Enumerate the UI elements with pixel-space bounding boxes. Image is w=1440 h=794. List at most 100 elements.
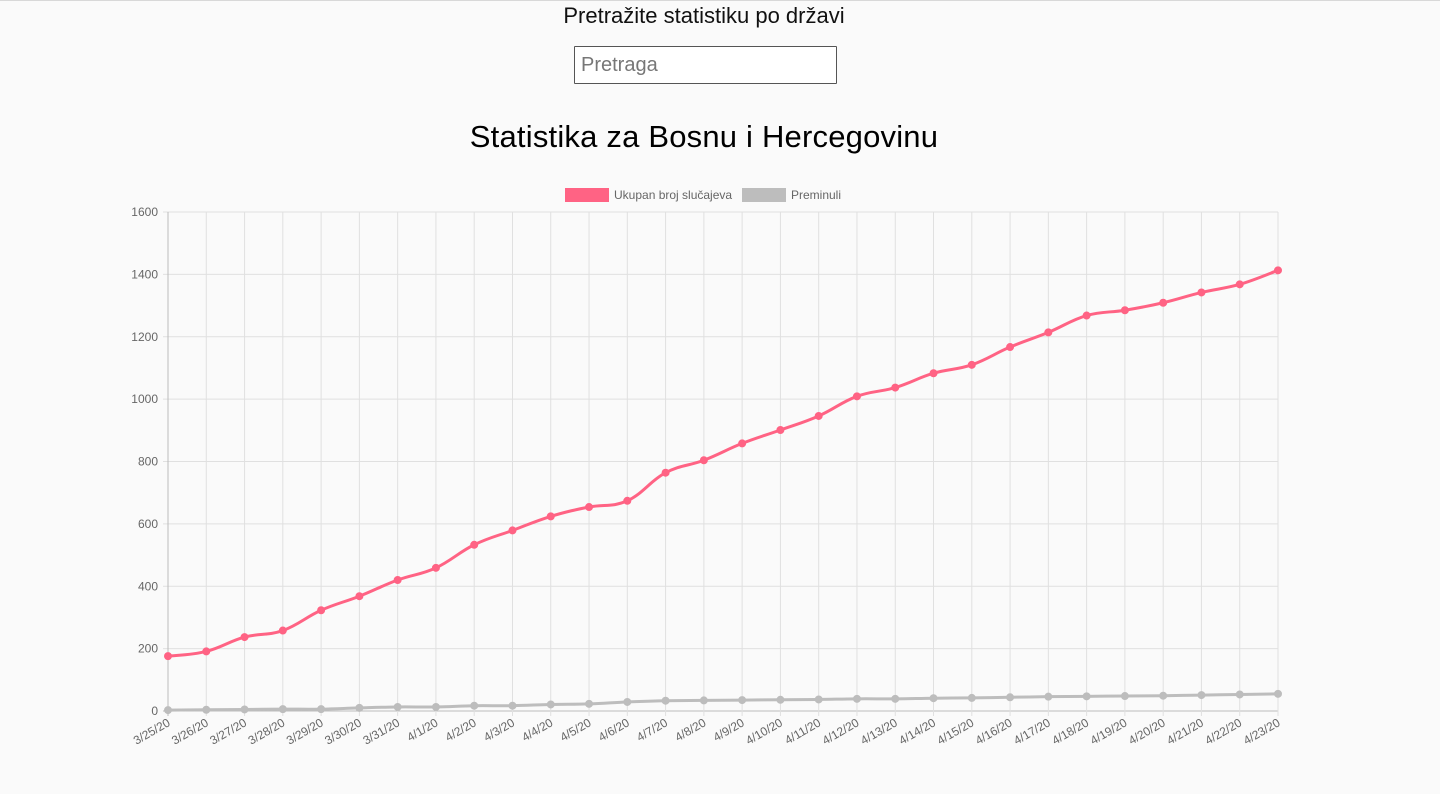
data-point (852, 392, 861, 401)
legend-label: Ukupan broj slučajeva (614, 188, 732, 202)
x-tick-label: 3/29/20 (284, 715, 326, 747)
x-tick-label: 4/4/20 (519, 715, 555, 744)
x-tick-label: 4/3/20 (481, 715, 517, 744)
data-point (1006, 693, 1015, 702)
data-point (546, 700, 555, 709)
x-tick-label: 4/23/20 (1241, 715, 1283, 747)
y-tick-label: 0 (151, 704, 158, 718)
x-tick-label: 4/19/20 (1088, 715, 1130, 747)
data-point (1274, 266, 1282, 275)
data-point (164, 706, 172, 715)
search-input[interactable] (574, 46, 837, 84)
data-point (1006, 343, 1015, 352)
x-tick-label: 4/12/20 (820, 715, 862, 747)
y-tick-label: 1400 (131, 267, 158, 281)
data-point (393, 702, 402, 711)
data-point (1044, 692, 1053, 701)
data-point (278, 626, 287, 635)
data-point (814, 695, 823, 704)
x-tick-label: 3/28/20 (246, 715, 288, 747)
y-tick-label: 400 (138, 579, 158, 593)
data-point (852, 694, 861, 703)
x-tick-label: 4/11/20 (782, 715, 823, 747)
data-point (240, 633, 249, 642)
data-point (1235, 280, 1244, 289)
data-point (470, 540, 479, 549)
x-tick-label: 3/27/20 (207, 715, 249, 747)
data-point (1274, 689, 1282, 698)
x-tick-label: 4/22/20 (1203, 715, 1245, 747)
series-line (167, 268, 1279, 658)
y-tick-label: 600 (138, 517, 158, 531)
data-point (508, 701, 517, 710)
y-tick-label: 800 (138, 455, 158, 469)
data-point (1197, 288, 1206, 297)
data-point (470, 701, 479, 710)
series-line (167, 692, 1279, 712)
data-point (278, 705, 287, 714)
data-point (508, 526, 517, 535)
data-point (240, 705, 249, 714)
data-point (699, 456, 708, 465)
x-tick-label: 4/15/20 (935, 715, 977, 747)
legend-label: Preminuli (791, 188, 841, 202)
data-point (661, 696, 670, 705)
x-tick-label: 4/9/20 (711, 715, 747, 744)
data-point (623, 697, 632, 706)
chart-title: Statistika za Bosnu i Hercegovinu (469, 119, 939, 154)
data-point (355, 592, 364, 601)
data-point (929, 369, 938, 378)
x-tick-label: 4/8/20 (672, 715, 708, 744)
data-point (164, 652, 172, 661)
x-tick-label: 4/17/20 (1011, 715, 1053, 747)
y-tick-label: 1000 (131, 392, 158, 406)
legend-swatch (565, 188, 609, 202)
data-point (776, 426, 785, 435)
y-tick-label: 200 (138, 642, 158, 656)
data-point (661, 468, 670, 477)
data-point (891, 694, 900, 703)
y-tick-label: 1200 (131, 330, 158, 344)
data-point (1120, 306, 1129, 315)
data-point (1197, 691, 1206, 700)
data-point (967, 360, 976, 369)
data-point (738, 696, 747, 705)
data-point (1082, 692, 1091, 701)
x-tick-label: 4/6/20 (596, 715, 632, 744)
data-point (1082, 311, 1091, 320)
data-point (1235, 690, 1244, 699)
data-point (623, 496, 632, 505)
x-tick-label: 4/18/20 (1049, 715, 1091, 747)
x-tick-label: 4/21/20 (1164, 715, 1206, 747)
legend-swatch (742, 188, 786, 202)
x-tick-label: 4/10/20 (743, 715, 785, 747)
data-point (317, 606, 326, 615)
data-point (814, 411, 823, 420)
data-point (355, 703, 364, 712)
x-tick-label: 4/1/20 (405, 715, 441, 744)
data-point (202, 705, 211, 714)
x-tick-label: 4/5/20 (558, 715, 594, 744)
data-point (1120, 692, 1129, 701)
x-tick-label: 4/16/20 (973, 715, 1015, 747)
data-point (393, 576, 402, 585)
data-point (699, 696, 708, 705)
data-point (967, 693, 976, 702)
x-tick-label: 3/26/20 (169, 715, 211, 747)
data-point (1159, 691, 1168, 700)
data-point (776, 695, 785, 704)
data-point (1159, 298, 1168, 307)
x-tick-label: 4/7/20 (634, 715, 670, 744)
x-tick-label: 3/30/20 (322, 715, 364, 747)
x-tick-label: 3/31/20 (360, 715, 402, 747)
data-point (738, 439, 747, 448)
x-tick-label: 4/2/20 (443, 715, 479, 744)
data-point (585, 503, 594, 512)
x-tick-label: 4/14/20 (896, 715, 938, 747)
data-point (929, 694, 938, 703)
data-point (891, 383, 900, 392)
data-point (431, 563, 440, 572)
data-point (317, 705, 326, 714)
data-point (431, 702, 440, 711)
x-tick-label: 4/20/20 (1126, 715, 1168, 747)
